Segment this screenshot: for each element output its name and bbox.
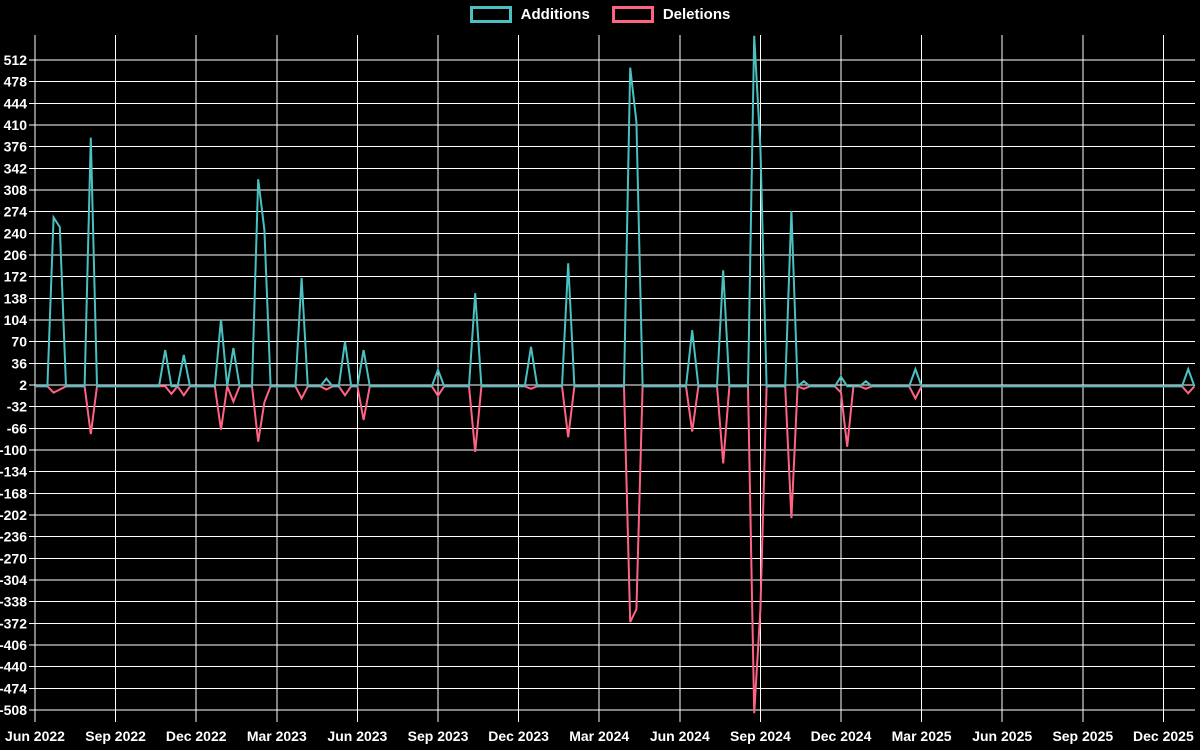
y-tick-label: 410: [4, 117, 28, 133]
y-tick-label: -372: [0, 615, 27, 631]
legend-item-additions[interactable]: Additions: [469, 6, 590, 23]
x-tick-label: Mar 2025: [892, 728, 952, 744]
x-tick-label: Jun 2022: [5, 728, 65, 744]
y-tick-label: 308: [4, 182, 28, 198]
y-tick-label: 240: [4, 225, 28, 241]
y-tick-label: 274: [4, 204, 28, 220]
x-tick-label: Dec 2024: [811, 728, 872, 744]
y-tick-label: 138: [4, 290, 28, 306]
additions-swatch-icon: [469, 6, 512, 23]
chart-legend: Additions Deletions: [0, 6, 1200, 23]
y-tick-label: 36: [11, 355, 27, 371]
y-tick-label: -270: [0, 550, 27, 566]
x-tick-label: Dec 2025: [1133, 728, 1194, 744]
y-tick-label: 172: [4, 269, 28, 285]
y-tick-label: 206: [4, 247, 28, 263]
legend-item-deletions[interactable]: Deletions: [611, 6, 731, 23]
y-tick-label: -338: [0, 594, 27, 610]
y-tick-label: -474: [0, 680, 27, 696]
y-tick-label: 376: [4, 139, 28, 155]
x-tick-label: Mar 2023: [247, 728, 307, 744]
legend-label-deletions: Deletions: [662, 6, 731, 23]
y-tick-label: 512: [4, 52, 28, 68]
y-tick-label: -304: [0, 572, 27, 588]
y-tick-label: 104: [4, 312, 28, 328]
y-tick-label: 342: [4, 160, 28, 176]
y-tick-label: -236: [0, 529, 27, 545]
y-tick-label: -202: [0, 507, 27, 523]
series-line-additions: [35, 35, 1196, 389]
x-tick-label: Dec 2023: [488, 728, 549, 744]
y-tick-label: -440: [0, 659, 27, 675]
x-tick-label: Sep 2023: [408, 728, 469, 744]
y-tick-label: -66: [7, 420, 27, 436]
y-tick-label: 70: [11, 334, 27, 350]
y-tick-label: 478: [4, 74, 28, 90]
x-tick-label: Mar 2024: [569, 728, 629, 744]
deletions-swatch-icon: [611, 6, 654, 23]
x-tick-label: Dec 2022: [166, 728, 227, 744]
y-tick-label: -100: [0, 442, 27, 458]
x-tick-label: Sep 2025: [1052, 728, 1113, 744]
series-line-deletions: [35, 382, 1196, 714]
y-tick-label: 444: [4, 95, 28, 111]
x-tick-label: Jun 2023: [327, 728, 387, 744]
y-tick-label: -32: [7, 399, 27, 415]
y-tick-label: 2: [19, 377, 27, 393]
legend-label-additions: Additions: [520, 6, 590, 23]
y-tick-label: -508: [0, 702, 27, 718]
y-tick-label: -134: [0, 464, 27, 480]
x-tick-label: Sep 2024: [730, 728, 791, 744]
x-tick-label: Sep 2022: [85, 728, 146, 744]
y-tick-label: -168: [0, 485, 27, 501]
x-tick-label: Jun 2024: [650, 728, 710, 744]
y-tick-label: -406: [0, 637, 27, 653]
x-tick-label: Jun 2025: [972, 728, 1032, 744]
